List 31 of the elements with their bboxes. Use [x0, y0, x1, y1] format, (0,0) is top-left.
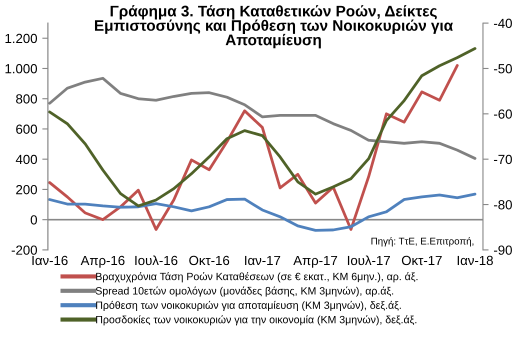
- annotation: Πηγή: ΤτΕ, Ε.Επιτροπή,: [371, 237, 474, 246]
- legend-label: Spread 10ετών ομολόγων (μονάδες βάσης, ΚΜ 3μηνών), αρ.άξ.: [96, 286, 394, 297]
- legend-label: Προσδοκίες των νοικοκυριών για την οικονομία (ΚΜ 3μηνών), δεξ.άξ.: [96, 315, 416, 326]
- x-tick-label: Οκτ-16: [189, 256, 230, 266]
- legend-label: Βραχυχρόνια Τάση Ροών Καταθέσεων (σε € εκατ., ΚΜ 6μην.), αρ. άξ.: [96, 272, 418, 282]
- x-tick-label: Απρ-16: [80, 256, 125, 268]
- y-tick-label: 400: [16, 154, 37, 164]
- x-tick-label: Ιαν-18: [458, 256, 493, 266]
- y-tick-label: 800: [16, 94, 37, 104]
- line-series: [48, 192, 476, 232]
- y-tick-label: 0: [30, 215, 37, 225]
- chart-title: Γράφημα 3. Τάση Καταθετικών Ροών, Δείκτες Εμπιστοσύνης και Πρόθεση των Νοικοκυριών για Αποταμίευση: [94, 5, 453, 48]
- y2-tick-label: -50: [494, 64, 512, 74]
- y-tick-label: -200: [12, 245, 37, 255]
- y2-tick-label: -60: [494, 109, 512, 119]
- y-tick-label: 1.200: [6, 34, 38, 44]
- x-tick-label: Ιουλ-16: [135, 255, 178, 266]
- y-tick-label: 1.000: [6, 64, 38, 74]
- line-series: [48, 47, 476, 208]
- y-tick-label: 600: [16, 124, 37, 134]
- x-tick-label: Ιουλ-17: [348, 255, 390, 266]
- x-tick-label: Απρ-17: [293, 256, 338, 268]
- y2-tick-label: -70: [494, 154, 512, 164]
- x-tick-label: Ιαν-17: [245, 256, 280, 266]
- y2-tick-label: -40: [494, 18, 512, 28]
- y-tick-label: 200: [16, 184, 37, 194]
- legend-label: Πρόθεση των νοικοκυριών για αποταμίευση (ΚΜ 3μηνών), δεξ.άξ.: [96, 300, 401, 312]
- x-tick-label: Οκτ-17: [402, 256, 442, 266]
- y2-tick-label: -80: [494, 200, 512, 210]
- x-tick-label: Ιαν-16: [32, 256, 68, 266]
- y2-tick-label: -90: [494, 245, 512, 255]
